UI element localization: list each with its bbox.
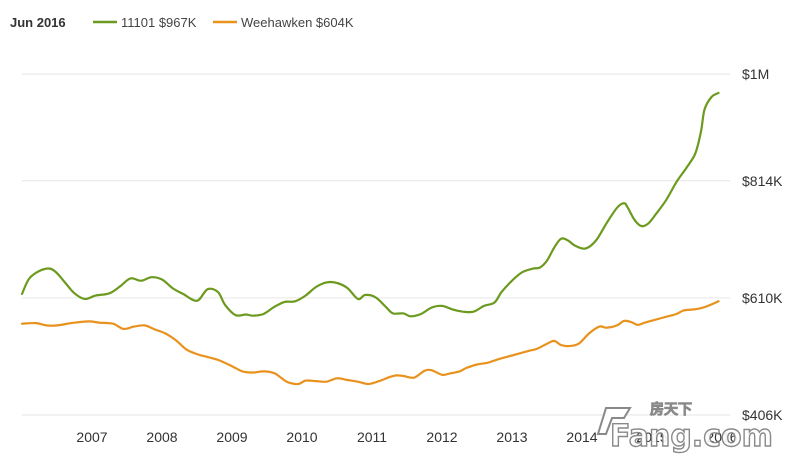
x-tick-label: 2012 <box>426 429 457 445</box>
y-tick-label: $814K <box>742 173 783 189</box>
legend: Jun 2016 11101 $967K Weehawken $604K <box>10 15 354 30</box>
x-tick-label: 2014 <box>566 429 597 445</box>
x-tick-label: 2007 <box>76 429 107 445</box>
x-tick-label: 2009 <box>216 429 247 445</box>
x-tick-label: 2008 <box>146 429 177 445</box>
y-tick-label: $406K <box>742 407 783 423</box>
watermark-chinese-text: 房天下 <box>650 401 692 418</box>
legend-date: Jun 2016 <box>10 15 66 30</box>
fang-watermark: 房天下 Fang.com <box>596 401 774 455</box>
y-axis: $1M $814K $610K $406K <box>742 66 783 423</box>
legend-label-weehawken: Weehawken $604K <box>241 15 354 30</box>
series-line-11101 <box>20 91 720 318</box>
x-tick-label: 2010 <box>286 429 317 445</box>
gridlines <box>22 73 730 416</box>
x-tick-label: 2016 <box>706 429 737 445</box>
x-tick-label: 2011 <box>357 429 387 445</box>
watermark-text: Fang.com <box>610 419 773 454</box>
x-axis: 2007 2008 2009 2010 2011 2012 2013 2014 2015 2016 <box>76 429 737 445</box>
x-tick-label: 2015 <box>636 429 667 445</box>
legend-label-11101: 11101 $967K <box>121 15 197 30</box>
y-tick-label: $610K <box>742 290 783 306</box>
x-tick-label: 2013 <box>496 429 527 445</box>
plot-area <box>20 91 720 386</box>
y-tick-label: $1M <box>742 66 769 82</box>
watermark-logo-mark <box>596 407 632 435</box>
series-line-weehawken <box>20 300 720 386</box>
